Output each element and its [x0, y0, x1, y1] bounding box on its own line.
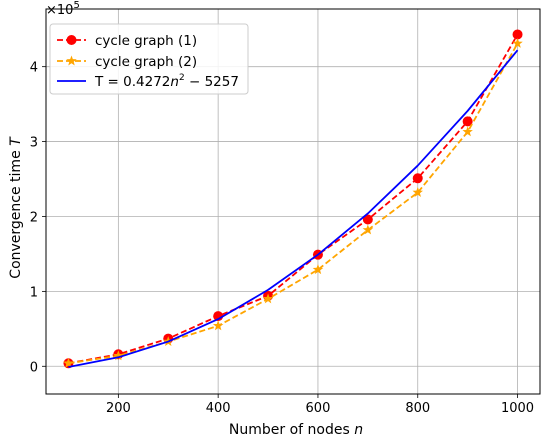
- legend: cycle graph (1) cycle graph (2) T = 0.42…: [49, 23, 249, 95]
- series-2-point: [312, 264, 324, 275]
- series-3-line: [68, 49, 519, 368]
- series-1-point: [362, 214, 373, 225]
- legend-marker-series-2: [66, 55, 77, 66]
- y-axis-label: Convergence time T: [8, 136, 24, 279]
- y-tick-label: 4: [30, 61, 38, 76]
- legend-box: [49, 23, 249, 95]
- series-1-point: [412, 173, 423, 184]
- plot-frame: [45, 8, 541, 395]
- series-layer: [63, 29, 523, 369]
- series-2-point: [113, 350, 124, 361]
- x-tick-label: 800: [405, 401, 430, 416]
- series-1-point: [462, 116, 473, 127]
- series-1-line: [68, 34, 519, 365]
- y-tick-label: 3: [30, 136, 38, 151]
- x-tick-label: 1000: [501, 401, 534, 416]
- y-tick-label: 2: [30, 210, 38, 225]
- series-2-point: [212, 320, 224, 331]
- x-axis-label: Number of nodes n: [229, 422, 363, 438]
- legend-label-series-2: cycle graph (2): [95, 54, 197, 70]
- series-2-point: [412, 187, 423, 197]
- y-tick-label: 0: [30, 360, 38, 375]
- legend-label-series-3: T = 0.4272n2 − 5257: [94, 73, 239, 90]
- series-2-point: [63, 357, 74, 368]
- y-offset-text: ×105: [46, 0, 80, 18]
- series-2-point: [462, 126, 473, 137]
- series-2-point: [512, 37, 523, 48]
- x-tick-label: 600: [306, 401, 331, 416]
- ticks-layer: 200 400 600 800 1000 0 1 2 3 4: [30, 61, 534, 416]
- legend-label-series-1: cycle graph (1): [95, 33, 197, 49]
- series-1-point: [512, 29, 523, 40]
- x-tick-label: 200: [106, 401, 131, 416]
- x-tick-label: 400: [206, 401, 231, 416]
- legend-marker-series-1: [66, 35, 77, 45]
- y-tick-label: 1: [30, 285, 38, 300]
- series-2-point: [362, 224, 374, 235]
- series-2-point: [262, 293, 274, 304]
